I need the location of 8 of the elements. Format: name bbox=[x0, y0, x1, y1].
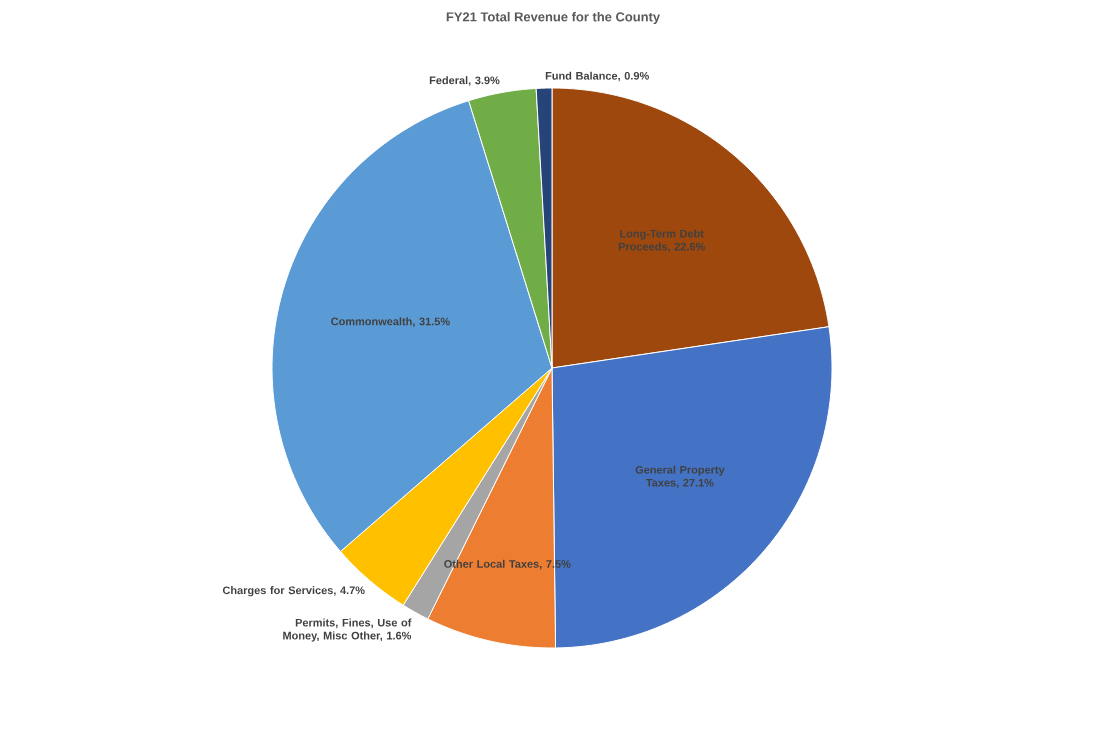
slice-label: Long-Term Debt Proceeds, 22.6% bbox=[618, 229, 705, 253]
slice-label: Federal, 3.9% bbox=[429, 76, 500, 86]
slice-label: Fund Balance, 0.9% bbox=[545, 71, 649, 82]
slice-label: General Property Taxes, 27.1% bbox=[635, 465, 725, 489]
slice-label: Charges for Services, 4.7% bbox=[222, 586, 365, 597]
chart-title: FY21 Total Revenue for the County bbox=[446, 11, 661, 25]
slice-label: Permits, Fines, Use of Money, Misc Other, 1.6% bbox=[283, 618, 412, 642]
slice-label: Commonwealth, 31.5% bbox=[331, 317, 450, 327]
